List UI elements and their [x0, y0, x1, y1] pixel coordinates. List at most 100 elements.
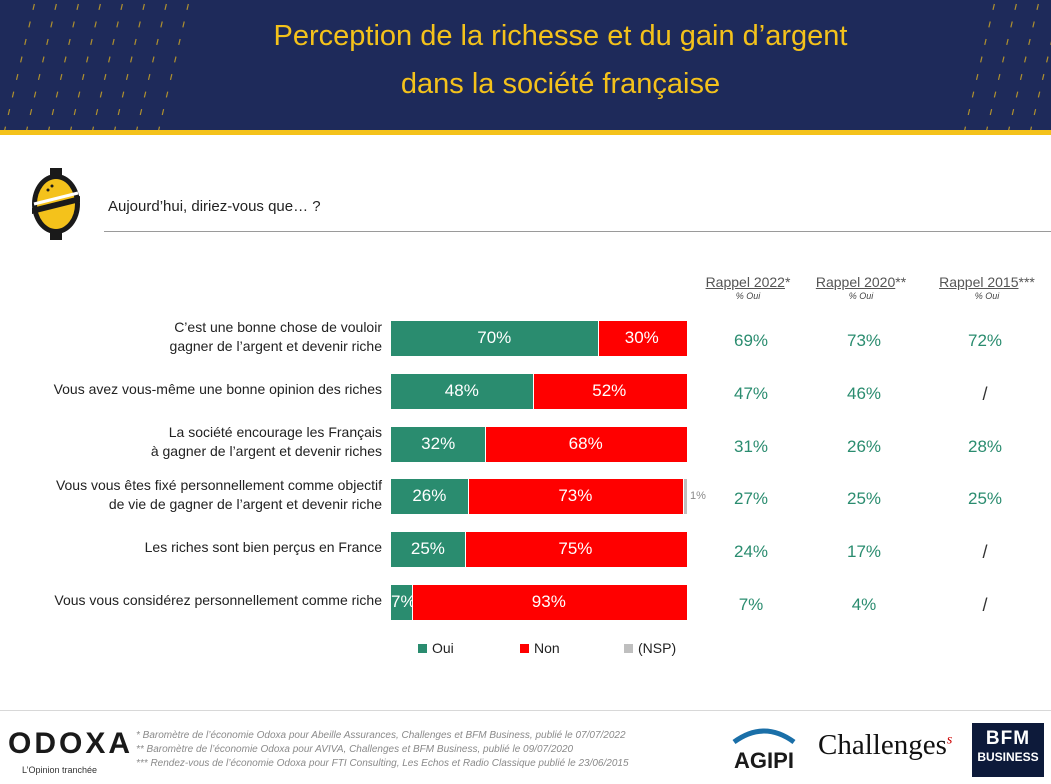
rappel-2015-sub: % Oui [974, 291, 1000, 301]
rappel-value: 47% [733, 383, 769, 403]
rappel-value: 4% [851, 595, 877, 614]
rappel-value: 46% [846, 383, 882, 403]
data-label: 73% [558, 486, 593, 506]
rappel-value: / [982, 383, 988, 404]
bar-segment-oui [391, 585, 412, 620]
bar-segment-oui [391, 479, 468, 515]
data-label: 32% [421, 433, 456, 453]
legend-swatch-oui [418, 644, 427, 653]
page-title: Perception de la richesse et du gain d’a… [150, 12, 971, 108]
data-label: 52% [592, 380, 627, 400]
title-line-2: dans la société française [400, 68, 721, 100]
rappel-value: 72% [967, 331, 1003, 350]
rappel-2015-stars: *** [1018, 274, 1035, 290]
row-label-line: Vous avez vous-même une bonne opinion de… [53, 380, 382, 397]
source-notes: * Baromètre de l’économie Odoxa pour Abe… [136, 729, 629, 771]
rappel-2020-label: Rappel 2020 [815, 274, 896, 290]
challenges-mark: s [946, 732, 953, 748]
rappel-2022-stars: * [784, 274, 791, 290]
rappel-value: / [982, 542, 988, 563]
bar-segment-non [411, 585, 687, 620]
row-label-line: La société encourage les Français [168, 424, 382, 441]
title-line-1: Perception de la richesse et du gain d’a… [273, 20, 848, 52]
rappel-value: 24% [733, 542, 769, 562]
rappel-value: 26% [846, 436, 882, 456]
rappel-value: 73% [846, 331, 882, 350]
rappel-value: 25% [846, 489, 882, 509]
bfm-text: BFM [985, 728, 1031, 749]
row-label-line: à gagner de l’argent et devenir riches [150, 443, 382, 460]
bar-segment-non [464, 532, 687, 568]
rappel-2022-label: Rappel 2022 [705, 274, 785, 290]
header-underline [0, 130, 1051, 135]
rappel-2022-sub: % Oui [735, 291, 761, 301]
bar-segment-oui [391, 321, 598, 356]
data-label: 1% [690, 490, 706, 503]
rappel-value: 7% [738, 595, 764, 614]
question-divider [104, 231, 1051, 232]
challenges-text: Challenges [818, 729, 947, 761]
odoxa-logo: ODOXA [8, 727, 134, 760]
data-label: 68% [568, 433, 603, 453]
row-label: La société encourage les Français à gagne… [12, 423, 382, 461]
row-label: Vous vous considérez personnellement com… [12, 591, 382, 610]
header-decoration [4, 0, 1051, 130]
row-label-line: Vous vous considérez personnellement com… [54, 592, 382, 608]
odoxa-tagline: L’Opinion tranchée [22, 765, 98, 775]
source-note-2: ** Baromètre de l’économie Odoxa pour AV… [136, 744, 574, 755]
row-label-line: de vie de gagner de l’argent et devenir … [108, 495, 382, 512]
data-label: 70% [477, 328, 512, 347]
rappel-2020-sub: % Oui [848, 291, 874, 301]
legend-label-non: Non [534, 640, 560, 656]
row-label: Les riches sont bien perçus en France [12, 538, 382, 557]
legend-swatch-nsp [624, 644, 633, 653]
rappel-value: / [982, 595, 988, 615]
bar-segment-non [485, 426, 687, 462]
legend-label-nsp: (NSP) [638, 640, 677, 656]
rappel-2015-label: Rappel 2015 [939, 274, 1019, 290]
challenges-logo: Challengess [818, 729, 952, 762]
legend-swatch-non [520, 644, 529, 653]
rappel-value: 31% [733, 436, 769, 456]
rappel-value: 17% [846, 542, 882, 562]
rappel-value: 25% [967, 489, 1003, 509]
bar-segment-non [532, 373, 687, 409]
row-label-line: Vous vous êtes fixé personnellement comm… [55, 476, 382, 493]
bfm-business-logo: BFM BUSINESS [972, 723, 1044, 777]
data-label: 75% [558, 539, 593, 559]
odoxa-lemon-icon [32, 168, 80, 240]
legend-item-nsp: (NSP) [624, 640, 676, 656]
row-label: Vous vous êtes fixé personnellement comm… [12, 476, 382, 514]
data-label: 93% [531, 592, 566, 611]
row-label: Vous avez vous-même une bonne opinion de… [12, 380, 382, 399]
data-label: 48% [444, 380, 479, 400]
bar-segment-non [597, 321, 687, 356]
source-note-1: * Baromètre de l’économie Odoxa pour Abe… [136, 730, 626, 741]
rappel-2015-header: Rappel 2015*** % Oui [927, 274, 1047, 301]
rappel-2022-header: Rappel 2022* % Oui [688, 274, 808, 301]
data-label: 7% [391, 592, 416, 611]
data-label: 26% [412, 486, 447, 506]
agipi-text: AGIPI [734, 748, 794, 773]
row-label: C’est une bonne chose de vouloir gagner d… [12, 318, 382, 356]
row-label-line: C’est une bonne chose de vouloir [174, 318, 382, 335]
row-label-line: Les riches sont bien perçus en France [144, 539, 382, 556]
bar-segment-nsp [683, 479, 687, 515]
question-text: Aujourd’hui, diriez-vous que… ? [108, 198, 321, 215]
rappel-2020-stars: ** [895, 274, 907, 290]
legend-label-oui: Oui [432, 640, 454, 656]
row-label-line: gagner de l’argent et devenir riche [169, 337, 382, 354]
bar-segment-oui [391, 373, 533, 409]
rappel-2020-header: Rappel 2020** % Oui [801, 274, 921, 301]
bar-segment-oui [391, 532, 465, 568]
rappel-value: 69% [733, 331, 769, 350]
data-label: 25% [410, 539, 445, 559]
legend-item-non: Non [520, 640, 560, 656]
header-banner: Perception de la richesse et du gain d’a… [0, 0, 1051, 130]
data-label: 30% [624, 328, 659, 347]
rappel-value: 28% [967, 436, 1003, 456]
bar-segment-non [467, 479, 685, 515]
source-note-3: *** Rendez-vous de l’économie Odoxa pour… [136, 758, 629, 769]
legend-item-oui: Oui [418, 640, 454, 656]
